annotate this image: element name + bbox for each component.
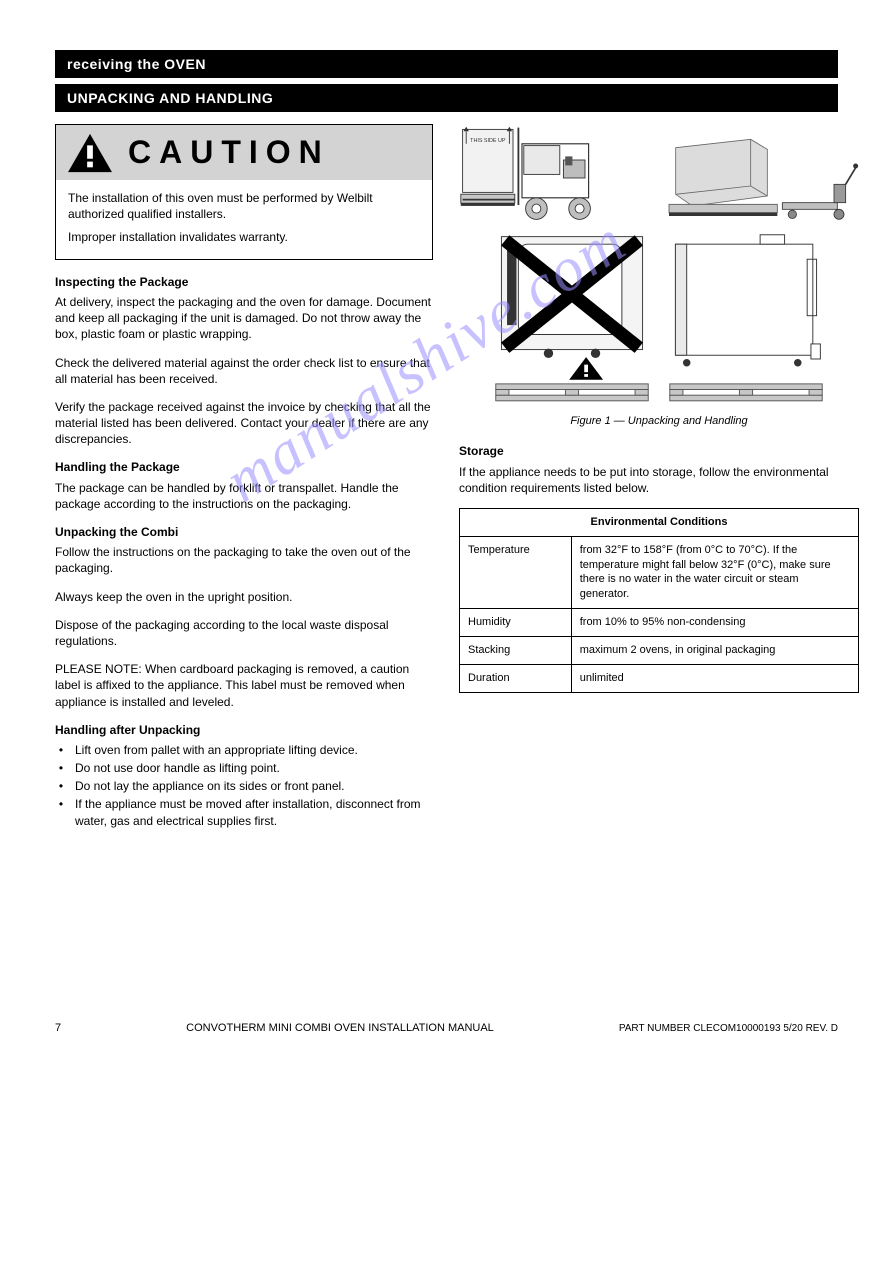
bullet-text: Do not lay the appliance on its sides or… [75,778,345,794]
footer-revision: PART NUMBER CLECOM10000193 5/20 REV. D [619,1022,838,1036]
para-unpack-1: Follow the instructions on the packaging… [55,544,433,576]
orientation-wrong-illustration: CAUTION [492,231,652,406]
bullet-text: Do not use door handle as lifting point. [75,760,280,776]
table-row: Stacking maximum 2 ovens, in original pa… [460,636,859,664]
para-unpack-2: Always keep the oven in the upright posi… [55,589,433,605]
para-inspect-1: At delivery, inspect the packaging and t… [55,294,433,343]
pallet-icon [666,382,826,403]
table-cell-value: unlimited [571,664,858,692]
table-header-cell: Environmental Conditions [460,508,859,536]
heading-handling-package: Handling the Package [55,459,433,475]
orientation-correct-illustration [666,231,826,406]
table-cell-key: Duration [460,664,572,692]
bullets-handling: • Lift oven from pallet with an appropria… [55,742,433,829]
para-inspect-2: Check the delivered material against the… [55,355,433,387]
bullet-item: •If the appliance must be moved after in… [55,796,433,828]
pallet-icon [492,382,652,403]
section-bar-unpacking: UNPACKING AND HANDLING [55,84,838,112]
table-row: Humidity from 10% to 95% non-condensing [460,609,859,637]
bullet-text: If the appliance must be moved after ins… [75,796,433,828]
bullet-dot-icon: • [55,796,67,828]
bullet-item: • Do not lay the appliance on its sides o… [55,778,433,794]
table-cell-key: Stacking [460,636,572,664]
table-cell-value: maximum 2 ovens, in original packaging [571,636,858,664]
caution-body: The installation of this oven must be pe… [56,180,432,259]
table-row: Temperature from 32°F to 158°F (from 0°C… [460,536,859,608]
table-cell-key: Temperature [460,536,572,608]
bullet-text: Lift oven from pallet with an appropriat… [75,742,358,758]
caution-header-label: CAUTION [128,131,330,174]
page-footer: 7 CONVOTHERM MINI COMBI OVEN INSTALLATIO… [55,1021,838,1036]
svg-text:THIS SIDE UP: THIS SIDE UP [470,138,506,144]
table-header-row: Environmental Conditions [460,508,859,536]
table-row: Duration unlimited [460,664,859,692]
section-bar-unpacking-label: UNPACKING AND HANDLING [67,89,273,108]
table-cell-key: Humidity [460,609,572,637]
caution-line-2: Improper installation invalidates warran… [68,229,420,245]
bullet-dot-icon: • [55,778,67,794]
heading-handling-after: Handling after Unpacking [55,722,433,738]
para-unpack-3: Dispose of the packaging according to th… [55,617,433,649]
figure-row-orientation: CAUTION [459,231,859,406]
main-two-column: CAUTION The installation of this oven mu… [55,124,838,841]
environmental-conditions-table: Environmental Conditions Temperature fro… [459,508,859,693]
warning-triangle-icon [66,132,114,174]
caution-box: CAUTION The installation of this oven mu… [55,124,433,260]
para-handle-1: The package can be handled by forklift o… [55,480,433,512]
right-column: THIS SIDE UP [459,124,859,841]
left-column: CAUTION The installation of this oven mu… [55,124,433,841]
bullet-dot-icon: • [55,742,67,758]
bullet-dot-icon: • [55,760,67,776]
heading-unpacking: Unpacking the Combi [55,524,433,540]
figure-row-handling: THIS SIDE UP [459,124,859,223]
transpallet-illustration [659,131,859,223]
bullet-item: • Do not use door handle as lifting point… [55,760,433,776]
caution-line-1: The installation of this oven must be pe… [68,191,373,221]
figure-1-caption: Figure 1 — Unpacking and Handling [459,414,859,429]
bullet-item: • Lift oven from pallet with an appropria… [55,742,433,758]
para-unpack-note: PLEASE NOTE: When cardboard packaging is… [55,661,433,710]
section-bar-receiving: receiving the OVEN [55,50,838,78]
caution-header: CAUTION [56,125,432,180]
heading-storage: Storage [459,443,859,459]
table-cell-value: from 10% to 95% non-condensing [571,609,858,637]
heading-inspecting: Inspecting the Package [55,274,433,290]
para-storage: If the appliance needs to be put into st… [459,464,859,496]
section-bar-receiving-label: receiving the OVEN [67,55,206,74]
page-root: manualshive.com receiving the OVEN UNPAC… [55,50,838,1036]
forklift-illustration: THIS SIDE UP [459,124,639,223]
para-inspect-3: Verify the package received against the … [55,399,433,448]
footer-doc-title: CONVOTHERM MINI COMBI OVEN INSTALLATION … [61,1021,619,1036]
table-cell-value: from 32°F to 158°F (from 0°C to 70°C). I… [571,536,858,608]
